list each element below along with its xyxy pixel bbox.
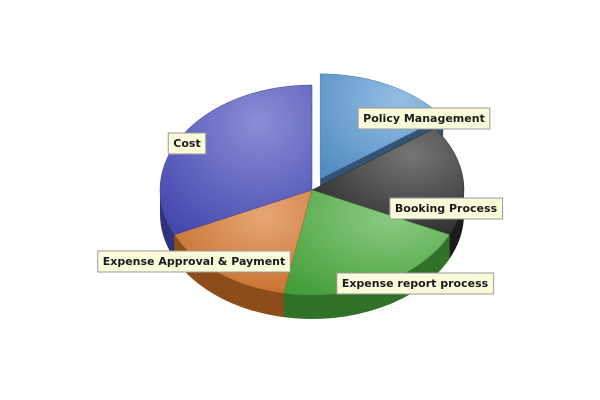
slice-label: Cost	[168, 133, 205, 154]
slice-label: Expense report process	[337, 273, 494, 294]
slice-label-text: Expense Approval & Payment	[103, 255, 286, 268]
slice-label-text: Expense report process	[342, 277, 489, 290]
slice-label-text: Booking Process	[395, 202, 498, 215]
slice-label: Policy Management	[358, 108, 490, 129]
slice-label-text: Cost	[173, 137, 200, 150]
slice-label-text: Policy Management	[363, 112, 485, 125]
slice-label: Booking Process	[390, 198, 503, 219]
slice-label: Expense Approval & Payment	[98, 251, 291, 272]
